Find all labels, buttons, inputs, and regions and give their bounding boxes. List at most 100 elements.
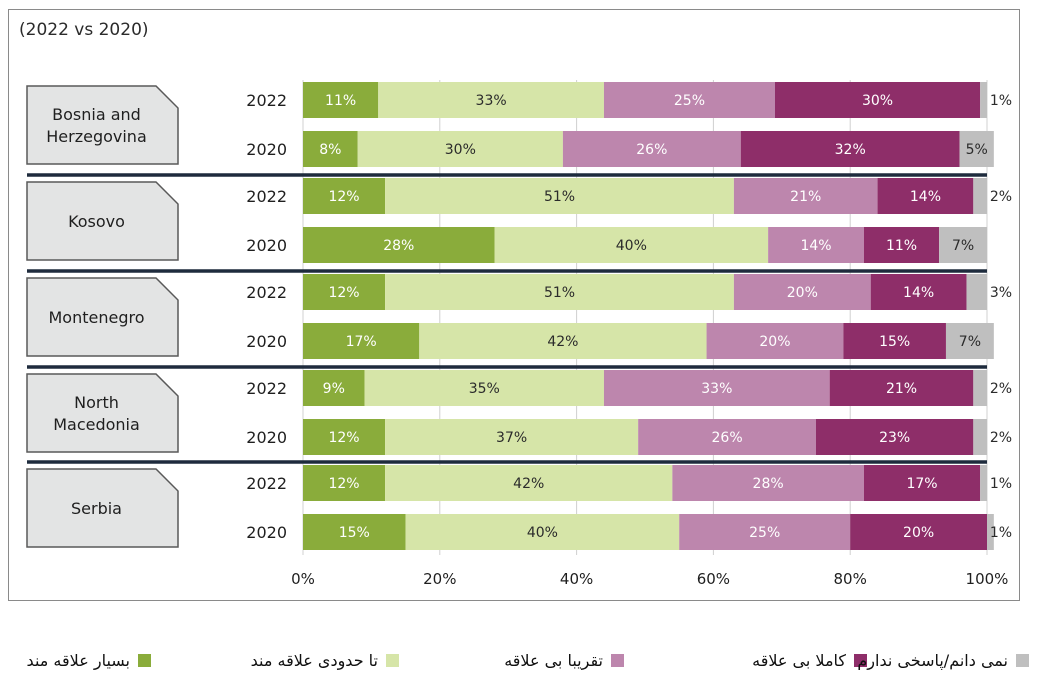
data-label: 28%	[753, 476, 784, 492]
bar-segment	[303, 370, 365, 406]
bar-segment	[679, 514, 851, 550]
bar-segment	[843, 323, 946, 359]
year-label: 2022	[246, 474, 287, 493]
data-label: 30%	[445, 142, 476, 158]
bar-segment	[973, 419, 987, 455]
bar-segment	[774, 82, 981, 118]
data-label: 21%	[886, 381, 917, 397]
data-label: 12%	[328, 189, 359, 205]
bar-segment	[863, 227, 940, 263]
bar-segment	[385, 465, 673, 501]
data-label: 25%	[749, 525, 780, 541]
legend-swatch	[611, 653, 624, 667]
chart-title: (2022 vs 2020)	[19, 20, 149, 40]
bar-segment	[959, 131, 994, 167]
legend-label: بسیار علاقه مند	[26, 650, 130, 670]
bar-segment	[603, 82, 775, 118]
bar-segment	[357, 131, 563, 167]
x-tick-label: 0%	[291, 570, 315, 588]
bar-segment	[987, 514, 994, 550]
x-tick-label: 80%	[834, 570, 867, 588]
data-label: 12%	[328, 430, 359, 446]
bar-segment	[419, 323, 707, 359]
bar-segment	[303, 274, 386, 310]
bar-segment	[494, 227, 769, 263]
country-label: Herzegovina	[46, 127, 147, 146]
data-label: 35%	[469, 381, 500, 397]
bar-segment	[385, 419, 639, 455]
bar-segment	[303, 419, 386, 455]
x-tick-label: 40%	[560, 570, 593, 588]
year-label: 2020	[246, 140, 287, 159]
data-label: 33%	[476, 93, 507, 109]
bar-segment	[733, 178, 878, 214]
country-label: North	[74, 393, 119, 412]
data-label: 23%	[879, 430, 910, 446]
year-label: 2022	[246, 187, 287, 206]
data-label: 51%	[544, 189, 575, 205]
data-label: 2%	[990, 430, 1012, 446]
year-label: 2022	[246, 379, 287, 398]
year-label: 2020	[246, 236, 287, 255]
data-label: 14%	[910, 189, 941, 205]
data-label: 51%	[544, 285, 575, 301]
data-label: 2%	[990, 189, 1012, 205]
data-label: 37%	[496, 430, 527, 446]
bar-segment	[980, 465, 987, 501]
legend: بسیار علاقه مند تا حدودی علاقه مند تقریبا …	[0, 640, 1037, 680]
legend-label: تقریبا بی علاقه	[504, 650, 603, 670]
data-label: 26%	[712, 430, 743, 446]
data-label: 12%	[328, 476, 359, 492]
legend-swatch	[854, 653, 867, 667]
data-label: 20%	[903, 525, 934, 541]
country-panel	[26, 468, 179, 548]
data-label: 11%	[325, 93, 356, 109]
country-panel	[26, 373, 179, 453]
legend-label: نمی دانم/پاسخی ندارم	[857, 650, 1008, 670]
legend-label: کاملا بی علاقه	[752, 650, 846, 670]
bar-segment	[973, 370, 987, 406]
legend-item: بسیار علاقه مند	[27, 640, 151, 680]
bar-segment	[980, 82, 987, 118]
x-tick-label: 100%	[966, 570, 1009, 588]
bar-segment	[816, 419, 974, 455]
legend-item: کاملا بی علاقه	[752, 640, 867, 680]
bar-segment	[378, 82, 604, 118]
bar-segment	[603, 370, 830, 406]
data-label: 17%	[906, 476, 937, 492]
bar-segment	[303, 465, 386, 501]
country-label: Serbia	[71, 499, 122, 518]
bar-segment	[740, 131, 960, 167]
x-tick-label: 20%	[423, 570, 456, 588]
data-label: 7%	[959, 334, 981, 350]
bar-segment	[877, 178, 974, 214]
data-label: 1%	[990, 525, 1012, 541]
data-label: 20%	[787, 285, 818, 301]
data-label: 14%	[903, 285, 934, 301]
data-label: 17%	[346, 334, 377, 350]
data-label: 2%	[990, 381, 1012, 397]
bar-segment	[768, 227, 864, 263]
year-label: 2022	[246, 91, 287, 110]
bar-segment	[870, 274, 967, 310]
bar-segment	[303, 82, 379, 118]
data-label: 33%	[701, 381, 732, 397]
data-label: 15%	[339, 525, 370, 541]
data-label: 28%	[383, 238, 414, 254]
bar-segment	[364, 370, 604, 406]
data-label: 5%	[966, 142, 988, 158]
legend-swatch	[1016, 653, 1029, 667]
data-label: 1%	[990, 93, 1012, 109]
bar-segment	[850, 514, 987, 550]
data-label: 3%	[990, 285, 1012, 301]
bar-segment	[733, 274, 871, 310]
bar-segment	[829, 370, 974, 406]
data-label: 11%	[886, 238, 917, 254]
year-label: 2020	[246, 332, 287, 351]
year-label: 2020	[246, 523, 287, 542]
bar-segment	[303, 131, 358, 167]
data-label: 42%	[547, 334, 578, 350]
bar-segment	[672, 465, 864, 501]
country-panel	[26, 277, 179, 357]
data-label: 42%	[513, 476, 544, 492]
